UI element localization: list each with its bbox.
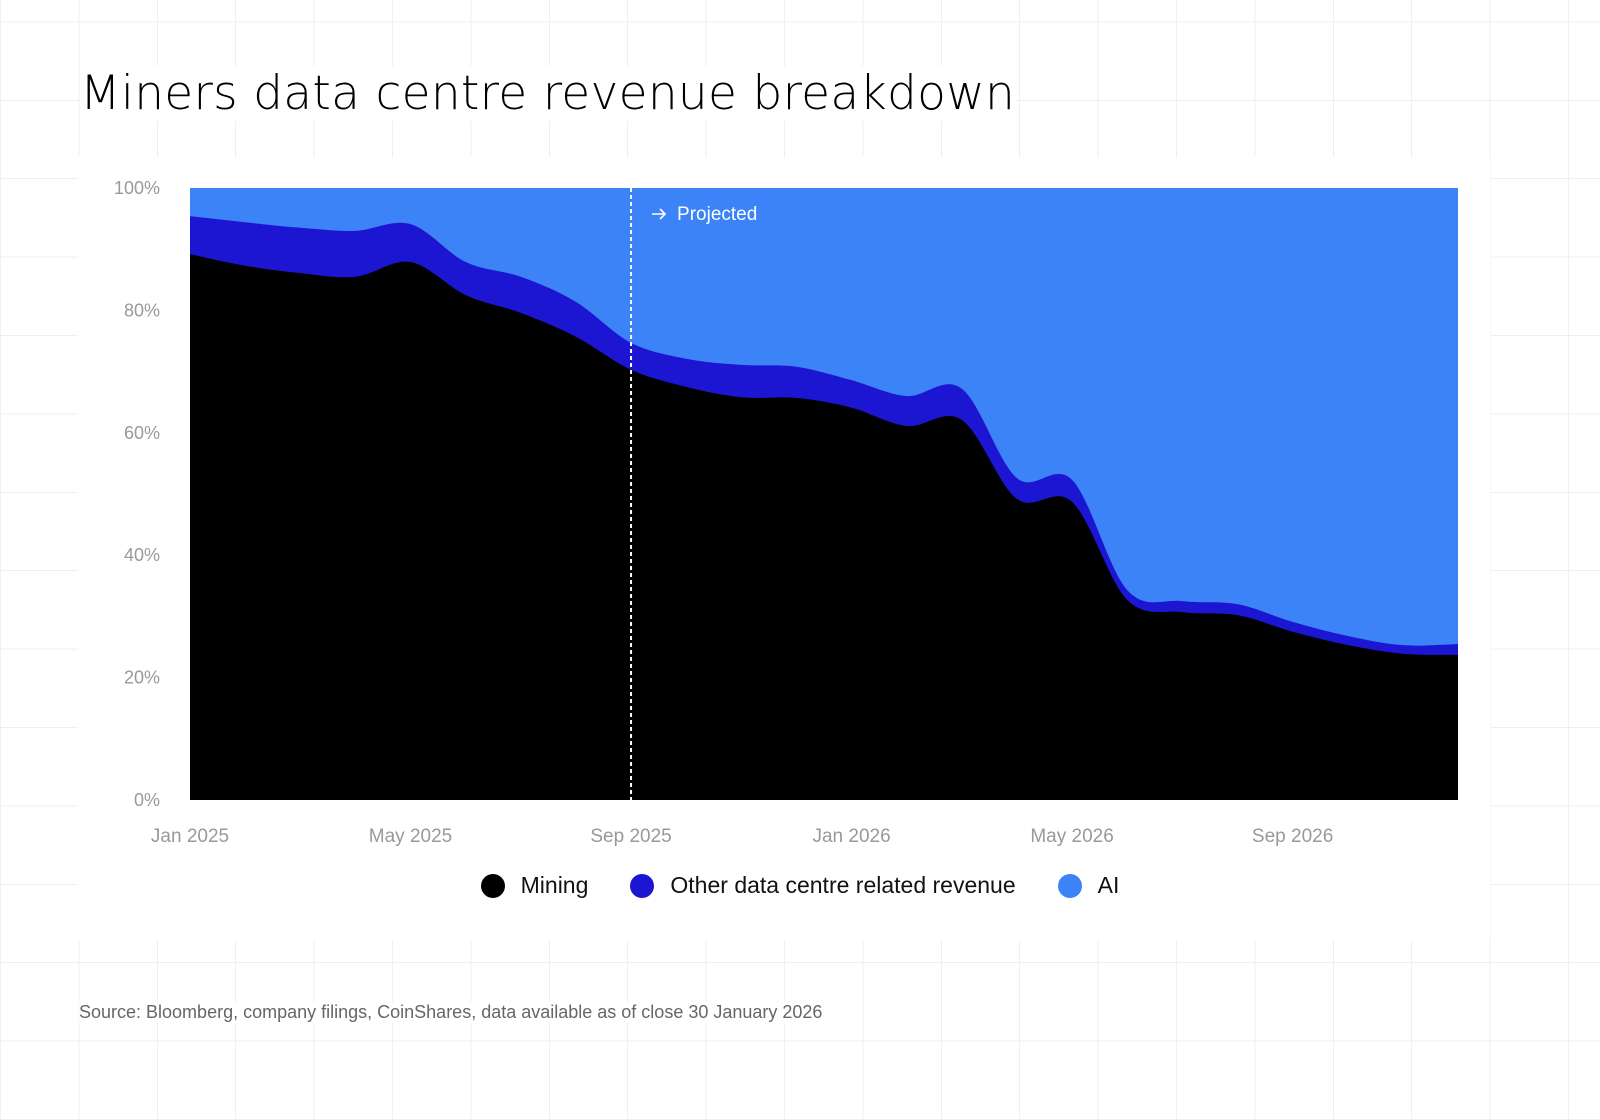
projected-label: Projected — [677, 204, 757, 225]
area-mining — [190, 254, 1458, 800]
legend-label: Other data centre related revenue — [670, 872, 1016, 898]
legend-dot-ai — [1057, 873, 1082, 898]
legend-item-mining: Mining — [480, 872, 589, 899]
legend-item-other: Other data centre related revenue — [630, 872, 1016, 899]
y-tick-label: 0% — [134, 790, 160, 810]
legend-dot-other — [630, 873, 655, 898]
x-tick-label: Sep 2026 — [1252, 826, 1333, 847]
x-tick-label: Jan 2025 — [151, 826, 229, 847]
arrow-right-icon — [652, 208, 667, 220]
x-tick-label: May 2025 — [369, 826, 452, 847]
x-tick-label: May 2026 — [1030, 826, 1113, 847]
legend-label: AI — [1097, 872, 1120, 898]
x-tick-label: Jan 2026 — [812, 826, 890, 847]
legend-dot-mining — [480, 873, 505, 898]
legend-item-ai: AI — [1057, 872, 1120, 899]
legend: Mining Other data centre related revenue… — [0, 872, 1600, 899]
y-tick-label: 20% — [124, 668, 160, 688]
source-note: Source: Bloomberg, company filings, Coin… — [79, 1002, 823, 1023]
y-tick-label: 100% — [114, 178, 160, 198]
legend-label: Mining — [520, 872, 589, 898]
x-tick-label: Sep 2025 — [590, 826, 671, 847]
chart-title: Miners data centre revenue breakdown — [80, 66, 1016, 121]
y-tick-label: 40% — [124, 545, 160, 565]
y-tick-label: 80% — [124, 300, 160, 320]
y-tick-label: 60% — [124, 423, 160, 443]
